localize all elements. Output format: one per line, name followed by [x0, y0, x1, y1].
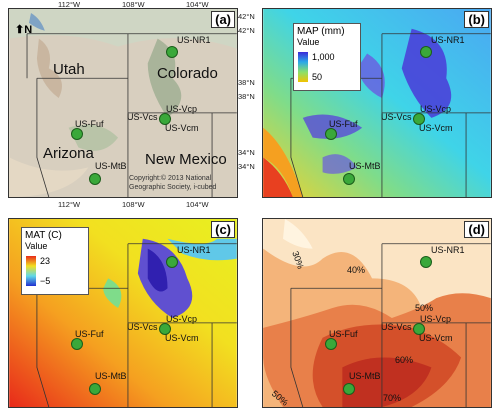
temp-legend-min: −5 [40, 276, 51, 286]
tick-left-42n: 42°N [238, 26, 255, 35]
site-label-us-nr1: US-NR1 [431, 245, 465, 255]
site-marker [413, 323, 425, 335]
panel-d-contour-map [263, 219, 491, 407]
precip-legend-colorbar [298, 52, 308, 82]
site-label-us-nr1: US-NR1 [177, 245, 211, 255]
site-marker [325, 128, 337, 140]
contour-label-40: 40% [347, 265, 366, 275]
tick-top-104w: 104°W [186, 0, 209, 9]
tick-bottom-104w: 104°W [186, 200, 209, 209]
contour-label-60: 60% [395, 355, 414, 365]
site-label-us-fuf: US-Fuf [329, 329, 358, 339]
site-label-us-mtb: US-MtB [95, 371, 127, 381]
north-label: N [24, 24, 33, 36]
north-arrow-icon: ⬆ [15, 24, 25, 36]
site-label-us-nr1: US-NR1 [431, 35, 465, 45]
site-marker [89, 383, 101, 395]
tick-left-34n: 34°N [238, 162, 255, 171]
tick-bottom-112w: 112°W [58, 200, 81, 209]
site-marker [166, 256, 178, 268]
copyright-line-1: Copyright:© 2013 National [129, 175, 212, 182]
site-label-us-fuf: US-Fuf [329, 119, 358, 129]
panel-b-label: (b) [464, 11, 489, 28]
site-label-us-mtb: US-MtB [95, 161, 127, 171]
state-new-mexico: New Mexico [145, 151, 227, 168]
site-marker [420, 256, 432, 268]
temp-legend-title: MAT (C) [25, 230, 62, 241]
site-label-us-vcm: US-Vcm [165, 123, 199, 133]
site-marker [71, 128, 83, 140]
temp-legend-value-label: Value [25, 241, 48, 251]
site-label-us-vcm: US-Vcm [165, 333, 199, 343]
panel-a: (a) ⬆N Utah Colorado Arizona New Mexico … [8, 8, 238, 198]
site-marker [166, 46, 178, 58]
panel-a-label: (a) [211, 11, 235, 28]
tick-right-42n: 42°N [238, 12, 255, 21]
site-label-us-vcp: US-Vcp [420, 104, 452, 114]
site-marker [343, 173, 355, 185]
panel-b: (b) MAP (mm) Value 1,000 50 US-NR1 US-Fu… [262, 8, 492, 198]
copyright-line-2: Geographic Society, i-cubed [129, 184, 217, 191]
tick-bottom-108w: 108°W [122, 200, 145, 209]
site-label-us-nr1: US-NR1 [177, 35, 211, 45]
site-marker [343, 383, 355, 395]
site-label-us-vcp: US-Vcp [420, 314, 452, 324]
precip-legend-min: 50 [312, 72, 323, 82]
site-label-us-fuf: US-Fuf [75, 119, 104, 129]
contour-label-70: 70% [383, 393, 402, 403]
state-colorado: Colorado [157, 65, 218, 82]
panel-c-label: (c) [211, 221, 235, 238]
north-arrow: ⬆N [15, 23, 32, 36]
site-marker [325, 338, 337, 350]
site-label-us-mtb: US-MtB [349, 371, 381, 381]
site-label-us-vcm: US-Vcm [419, 333, 453, 343]
tick-right-34n: 34°N [238, 148, 255, 157]
site-label-us-vcp: US-Vcp [166, 314, 198, 324]
site-label-us-vcs: US-Vcs [381, 112, 412, 122]
site-marker [413, 113, 425, 125]
tick-left-38n: 38°N [238, 92, 255, 101]
site-marker [71, 338, 83, 350]
site-label-us-mtb: US-MtB [349, 161, 381, 171]
temp-legend-colorbar [26, 256, 36, 286]
panel-d-label: (d) [464, 221, 489, 238]
copyright-text: Copyright:© 2013 National Geographic Soc… [129, 174, 216, 192]
temp-legend: MAT (C) Value 23 −5 [21, 227, 89, 295]
precip-legend-max: 1,000 [312, 52, 335, 62]
site-label-us-vcs: US-Vcs [127, 112, 158, 122]
state-arizona: Arizona [43, 145, 94, 162]
tick-top-108w: 108°W [122, 0, 145, 9]
site-marker [159, 113, 171, 125]
precip-legend-title: MAP (mm) [297, 26, 345, 37]
panel-d: (d) 30% 40% 50% 60% 70% 50% US-NR1 US-Fu… [262, 218, 492, 408]
state-utah: Utah [53, 61, 85, 78]
site-label-us-vcs: US-Vcs [127, 322, 158, 332]
site-label-us-vcm: US-Vcm [419, 123, 453, 133]
site-label-us-vcs: US-Vcs [381, 322, 412, 332]
precip-legend: MAP (mm) Value 1,000 50 [293, 23, 361, 91]
panel-a-basemap [9, 9, 237, 197]
precip-legend-value-label: Value [297, 37, 320, 47]
site-label-us-fuf: US-Fuf [75, 329, 104, 339]
temp-legend-max: 23 [40, 256, 51, 266]
tick-top-112w: 112°W [58, 0, 81, 9]
contour-label-50-a: 50% [415, 303, 434, 313]
site-marker [159, 323, 171, 335]
tick-right-38n: 38°N [238, 78, 255, 87]
panel-c: (c) MAT (C) Value 23 −5 US-NR1 US-Fuf US… [8, 218, 238, 408]
site-marker [89, 173, 101, 185]
site-label-us-vcp: US-Vcp [166, 104, 198, 114]
site-marker [420, 46, 432, 58]
